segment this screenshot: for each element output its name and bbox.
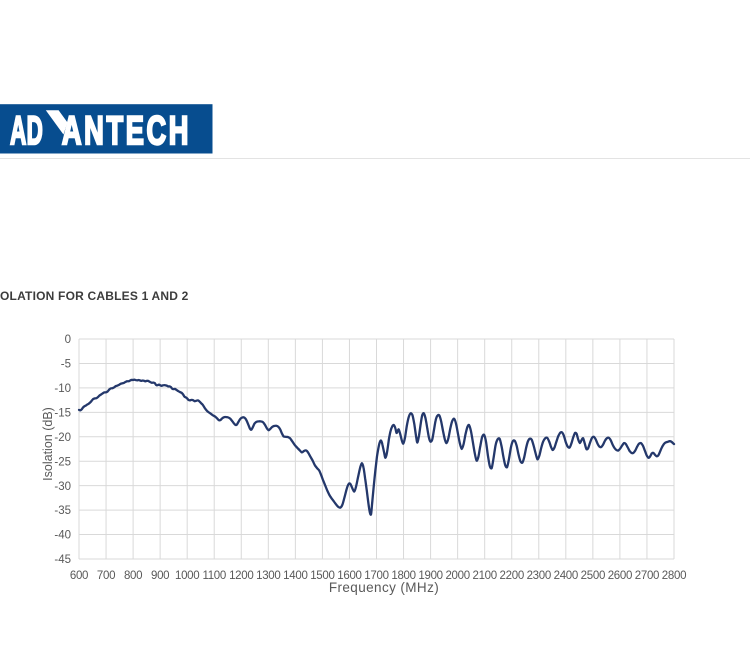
svg-text:-35: -35 — [54, 505, 71, 517]
svg-text:600: 600 — [70, 570, 88, 582]
svg-text:2300: 2300 — [527, 570, 551, 582]
svg-text:-45: -45 — [54, 554, 71, 566]
svg-text:1200: 1200 — [229, 570, 253, 582]
svg-text:2200: 2200 — [500, 570, 524, 582]
svg-text:-5: -5 — [61, 359, 71, 371]
svg-text:2400: 2400 — [554, 570, 578, 582]
svg-text:AD: AD — [10, 108, 43, 152]
svg-text:2500: 2500 — [581, 570, 605, 582]
svg-text:800: 800 — [124, 570, 142, 582]
svg-text:0: 0 — [65, 334, 71, 346]
svg-text:1400: 1400 — [283, 570, 307, 582]
svg-text:Isolation (dB): Isolation (dB) — [41, 407, 55, 481]
svg-text:1700: 1700 — [364, 570, 388, 582]
svg-text:2100: 2100 — [472, 570, 496, 582]
svg-text:1300: 1300 — [256, 570, 280, 582]
svg-text:Frequency (MHz): Frequency (MHz) — [329, 580, 439, 595]
svg-text:900: 900 — [151, 570, 169, 582]
svg-text:-15: -15 — [54, 407, 71, 419]
svg-text:1000: 1000 — [175, 570, 199, 582]
svg-text:700: 700 — [97, 570, 115, 582]
svg-text:-30: -30 — [54, 481, 71, 493]
svg-text:1500: 1500 — [310, 570, 334, 582]
svg-text:2000: 2000 — [445, 570, 469, 582]
svg-text:2600: 2600 — [608, 570, 632, 582]
svg-text:-20: -20 — [54, 432, 71, 444]
svg-text:2700: 2700 — [635, 570, 659, 582]
svg-text:-10: -10 — [54, 383, 71, 395]
svg-text:ANTECH: ANTECH — [62, 108, 191, 152]
svg-text:-25: -25 — [54, 456, 71, 468]
svg-text:-40: -40 — [54, 530, 71, 542]
svg-text:1600: 1600 — [337, 570, 361, 582]
svg-text:1800: 1800 — [391, 570, 415, 582]
svg-text:2800: 2800 — [662, 570, 686, 582]
svg-text:1100: 1100 — [202, 570, 226, 582]
svg-text:1900: 1900 — [418, 570, 442, 582]
